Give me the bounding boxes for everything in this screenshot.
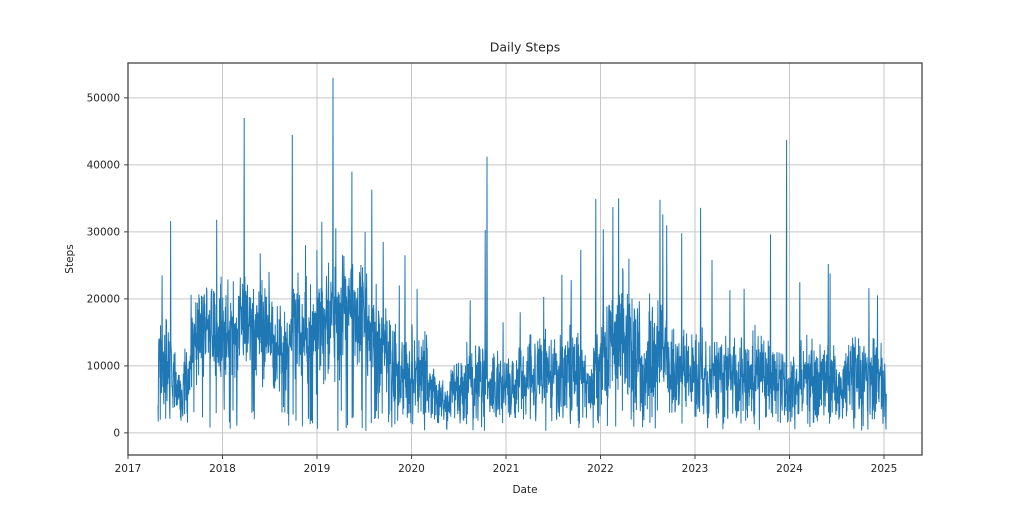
x-tick-label: 2022: [587, 463, 614, 475]
x-tick-label: 2018: [209, 463, 236, 475]
x-tick-label: 2025: [871, 463, 898, 475]
y-tick-label: 20000: [87, 293, 120, 305]
y-tick-label: 50000: [87, 92, 120, 104]
x-tick-label: 2019: [304, 463, 331, 475]
x-tick-label: 2021: [493, 463, 520, 475]
x-axis-label: Date: [512, 484, 538, 496]
x-tick-label: 2020: [398, 463, 425, 475]
steps-line-series: [157, 77, 887, 431]
series-group: [157, 77, 887, 431]
y-tick-label: 0: [113, 427, 120, 439]
y-tick-label: 40000: [87, 159, 120, 171]
y-tick-label: 10000: [87, 360, 120, 372]
tick-labels: 2017 2018 2019 2020 2021 2022 2023 2024 2025 0 100…: [87, 92, 898, 475]
y-tick-label: 30000: [87, 226, 120, 238]
x-tick-label: 2024: [776, 463, 803, 475]
axes-frame: [124, 62, 923, 459]
y-axis-label: Steps: [64, 244, 76, 274]
chart-title: Daily Steps: [489, 39, 561, 55]
plot-border: [127, 62, 923, 456]
x-tick-label: 2017: [115, 463, 142, 475]
x-tick-label: 2023: [682, 463, 709, 475]
